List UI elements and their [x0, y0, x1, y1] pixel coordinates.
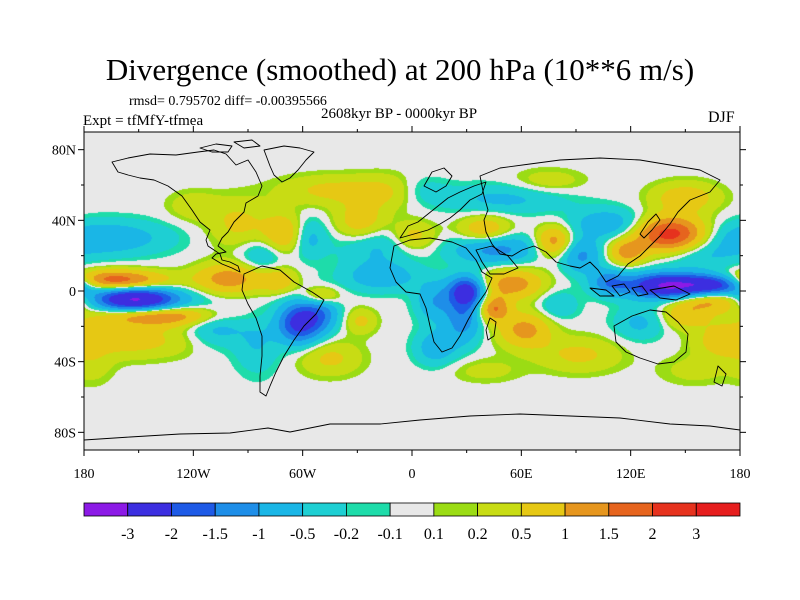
plot-title: Divergence (smoothed) at 200 hPa (10**6 …: [105, 52, 695, 87]
colorbar-label: -1: [252, 526, 265, 543]
lon-tick-label: 0: [409, 467, 416, 482]
colorbar-label: 0.2: [468, 526, 488, 543]
colorbar-swatch: [695, 502, 741, 517]
lat-tick-label: 80S: [54, 426, 76, 441]
lat-tick-label: 40S: [54, 356, 76, 371]
colorbar-swatch: [564, 502, 610, 517]
season-label: DJF: [708, 109, 735, 126]
colorbar-swatch: [171, 502, 216, 517]
colorbar-label: -2: [165, 526, 178, 543]
colorbar-swatch: [258, 502, 304, 517]
lon-tick-label: 180: [730, 467, 751, 482]
colorbar-label: 2: [649, 526, 657, 543]
colorbar: -3 -2 -1.5 -1 -0.5 -0.2 -0.1 0.1 0.2 0.5 1 1.5 2 3: [83, 502, 741, 543]
colorbar-swatch: [302, 502, 347, 517]
colorbar-label: 1: [561, 526, 569, 543]
colorbar-swatch: [83, 502, 129, 517]
colorbar-label: -1.5: [203, 526, 228, 543]
colorbar-label: 0.1: [424, 526, 444, 543]
colorbar-swatch: [127, 502, 172, 517]
colorbar-swatch: [345, 502, 391, 517]
lon-tick-label: 60W: [289, 467, 317, 482]
lat-tick-label: 0: [69, 285, 76, 300]
lon-tick-label: 120E: [616, 467, 646, 482]
lon-tick-label: 60E: [510, 467, 533, 482]
colorbar-label: -3: [121, 526, 134, 543]
colorbar-swatch: [477, 502, 522, 517]
colorbar-swatch: [652, 502, 697, 517]
lat-tick-label: 80N: [52, 144, 76, 159]
colorbar-label: -0.1: [377, 526, 402, 543]
colorbar-swatch: [520, 502, 566, 517]
colorbar-label: 3: [692, 526, 700, 543]
coastlines: [84, 139, 740, 441]
colorbar-swatch: [433, 502, 479, 517]
divergence-field: [84, 132, 740, 450]
colorbar-swatch: [214, 502, 260, 517]
axis-ticks: 80N 40N 0 40S 80S 180 120W 60W 0 60E 120E 180: [52, 126, 751, 482]
colorbar-label: 1.5: [599, 526, 619, 543]
colorbar-label: -0.2: [334, 526, 359, 543]
colorbar-label: 0.5: [511, 526, 531, 543]
lon-tick-label: 120W: [176, 467, 211, 482]
lat-tick-label: 40N: [52, 214, 76, 229]
experiment-label: Expt = tfMfY-tfmea: [83, 113, 204, 129]
colorbar-swatch: [389, 502, 435, 517]
colorbar-swatch: [608, 502, 653, 517]
colorbar-label: -0.5: [290, 526, 315, 543]
lon-tick-label: 180: [74, 467, 95, 482]
period-label: 2608kyr BP - 0000kyr BP: [321, 106, 478, 122]
stats-text: rmsd= 0.795702 diff= -0.00395566: [129, 94, 327, 109]
